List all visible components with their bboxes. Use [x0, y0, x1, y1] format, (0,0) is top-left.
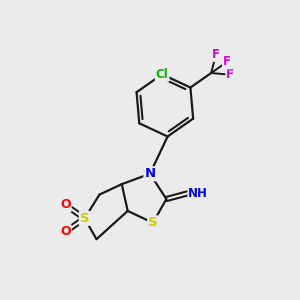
Text: F: F [223, 56, 231, 68]
Text: O: O [60, 225, 70, 238]
Text: F: F [226, 68, 234, 81]
Text: Cl: Cl [156, 68, 169, 81]
Text: F: F [212, 48, 220, 61]
Text: NH: NH [188, 187, 208, 200]
Text: N: N [144, 167, 156, 180]
Text: O: O [60, 199, 70, 212]
Text: S: S [148, 216, 158, 229]
Text: S: S [80, 212, 89, 225]
